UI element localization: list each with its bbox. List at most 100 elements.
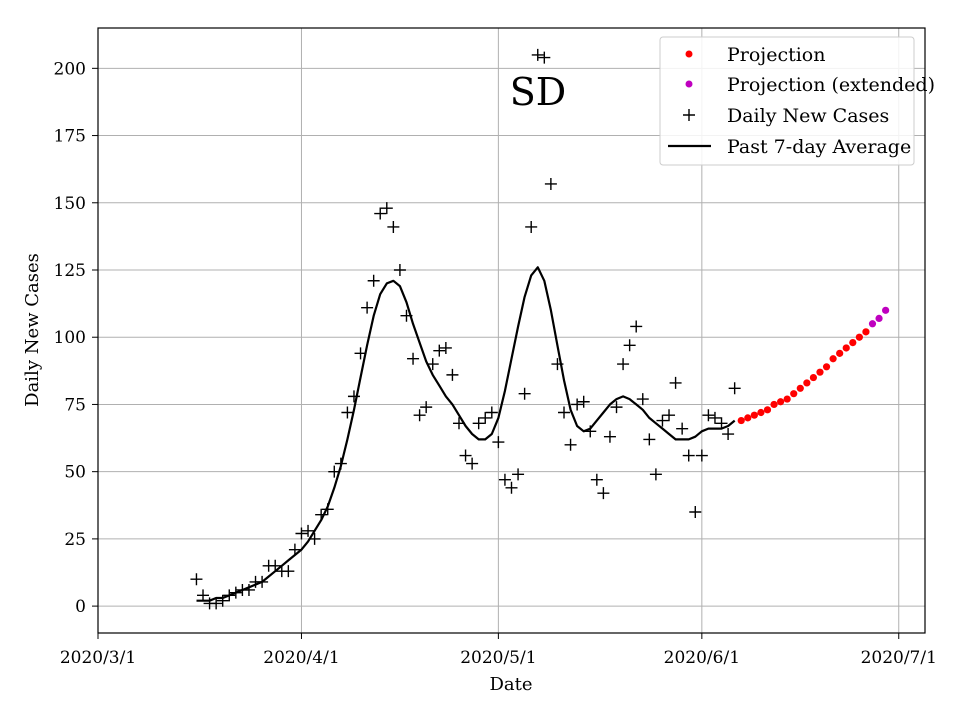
chart-title: SD xyxy=(510,70,567,114)
point-daily-new-cases xyxy=(630,320,643,333)
point-daily-new-cases xyxy=(676,422,689,435)
point-daily-new-cases xyxy=(669,376,682,389)
point-projection xyxy=(862,328,870,336)
point-daily-new-cases xyxy=(341,406,354,419)
point-daily-new-cases xyxy=(525,220,538,233)
point-daily-new-cases xyxy=(466,457,479,470)
point-daily-new-cases xyxy=(492,436,505,449)
point-daily-new-cases xyxy=(190,573,203,586)
point-daily-new-cases xyxy=(728,382,741,395)
y-axis-label: Daily New Cases xyxy=(22,253,43,407)
point-projection xyxy=(796,384,804,392)
point-daily-new-cases xyxy=(387,220,400,233)
point-projection xyxy=(763,406,772,414)
point-daily-new-cases xyxy=(623,339,636,352)
legend-marker-projection xyxy=(685,50,693,58)
y-tick-label: 75 xyxy=(64,395,86,415)
point-daily-new-cases xyxy=(505,481,518,494)
point-daily-new-cases xyxy=(544,177,557,190)
point-daily-new-cases xyxy=(367,274,380,287)
grid xyxy=(97,28,925,633)
point-projection xyxy=(836,349,844,357)
point-projection-extended xyxy=(882,306,890,314)
point-projection xyxy=(855,333,863,341)
point-daily-new-cases xyxy=(197,589,210,602)
point-daily-new-cases xyxy=(407,352,420,365)
point-daily-new-cases xyxy=(479,411,492,424)
x-tick-label: 2020/5/1 xyxy=(460,648,536,668)
point-projection-extended xyxy=(875,314,883,322)
point-daily-new-cases xyxy=(498,473,511,486)
point-projection xyxy=(770,400,778,409)
point-daily-new-cases xyxy=(577,395,590,408)
y-tick-label: 150 xyxy=(54,194,86,214)
point-daily-new-cases xyxy=(571,398,584,411)
legend: Projection Projection (extended) Daily N… xyxy=(659,36,935,166)
legend-label-projection: Projection xyxy=(727,44,825,66)
x-tick-label: 2020/7/1 xyxy=(861,648,937,668)
point-daily-new-cases xyxy=(702,409,715,422)
point-projection xyxy=(829,355,837,363)
point-daily-new-cases xyxy=(695,449,708,462)
x-axis-label: Date xyxy=(489,674,532,695)
point-daily-new-cases xyxy=(446,368,459,381)
point-daily-new-cases xyxy=(302,524,315,537)
legend-marker-daily-new-cases xyxy=(683,109,695,121)
point-projection xyxy=(822,363,831,371)
point-projection xyxy=(737,416,745,425)
point-daily-new-cases xyxy=(564,438,577,451)
series-line-past-7-day-average xyxy=(196,266,736,602)
point-daily-new-cases xyxy=(512,468,525,481)
point-daily-new-cases xyxy=(347,390,360,403)
legend-label-projection-extended: Projection (extended) xyxy=(727,74,935,96)
point-projection xyxy=(816,368,824,376)
legend-label-7day-average: Past 7-day Average xyxy=(727,136,911,158)
point-daily-new-cases xyxy=(538,51,551,64)
y-tick-label: 25 xyxy=(64,530,86,550)
plot-frame xyxy=(97,27,926,634)
point-daily-new-cases xyxy=(643,433,656,446)
point-daily-new-cases xyxy=(531,48,544,61)
x-tick-label: 2020/6/1 xyxy=(664,648,740,668)
point-daily-new-cases xyxy=(282,565,295,578)
y-tick-label: 0 xyxy=(75,597,86,617)
point-daily-new-cases xyxy=(617,358,630,371)
point-daily-new-cases xyxy=(216,594,229,607)
point-daily-new-cases xyxy=(610,401,623,414)
point-daily-new-cases xyxy=(380,202,393,215)
point-daily-new-cases xyxy=(722,428,735,441)
legend-marker-projection-extended xyxy=(685,80,693,88)
point-daily-new-cases xyxy=(413,409,426,422)
point-daily-new-cases xyxy=(663,409,676,422)
point-daily-new-cases xyxy=(715,417,728,430)
data-layer xyxy=(190,48,890,610)
point-daily-new-cases xyxy=(420,401,433,414)
point-daily-new-cases xyxy=(426,358,439,371)
point-daily-new-cases xyxy=(558,406,571,419)
y-tick-label: 200 xyxy=(54,59,86,79)
axes: 0 25 50 75 100 125 150 175 200 2020/3/1 2020/4/1 20… xyxy=(54,59,937,668)
point-projection xyxy=(790,390,798,398)
y-tick-label: 100 xyxy=(54,328,86,348)
point-daily-new-cases xyxy=(485,406,498,419)
point-projection xyxy=(750,411,758,419)
x-tick-label: 2020/3/1 xyxy=(60,648,136,668)
point-projection xyxy=(842,344,850,352)
point-daily-new-cases xyxy=(656,414,669,427)
point-daily-new-cases xyxy=(636,393,649,406)
point-daily-new-cases xyxy=(210,597,223,610)
point-daily-new-cases xyxy=(439,341,452,354)
legend-label-daily-new-cases: Daily New Cases xyxy=(727,105,889,127)
legend-frame xyxy=(659,36,915,166)
point-daily-new-cases xyxy=(518,387,531,400)
point-projection xyxy=(803,379,811,387)
point-daily-new-cases xyxy=(708,411,721,424)
point-daily-new-cases xyxy=(590,473,603,486)
point-projection-extended xyxy=(868,320,877,328)
point-projection xyxy=(783,395,791,403)
point-daily-new-cases xyxy=(374,207,387,220)
point-projection xyxy=(809,373,818,382)
point-daily-new-cases xyxy=(295,527,308,540)
point-daily-new-cases xyxy=(682,449,695,462)
